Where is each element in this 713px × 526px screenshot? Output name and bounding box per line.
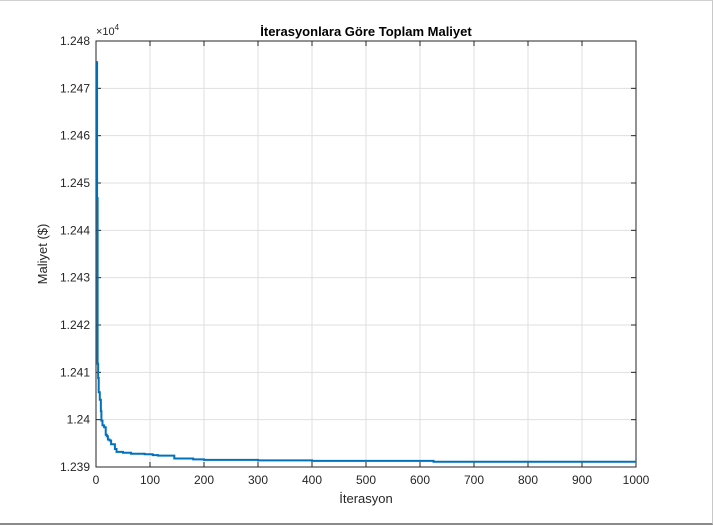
x-tick-label: 1000 [623,473,650,487]
y-tick-label: 1.244 [60,223,90,237]
x-tick-label: 100 [140,473,160,487]
x-tick-label: 900 [572,473,592,487]
y-tick-label: 1.241 [60,365,90,379]
y-tick-label: 1.248 [60,34,90,48]
y-tick-label: 1.239 [60,460,90,474]
y-tick-label: 1.243 [60,271,90,285]
x-tick-label: 800 [518,473,538,487]
x-tick-label: 200 [194,473,214,487]
y-tick-label: 1.24 [67,413,91,427]
y-tick-label: 1.246 [60,129,90,143]
x-tick-label: 300 [248,473,268,487]
series-layer [96,61,636,463]
tick-labels: 0 100 200 300 400 500 600 700 800 900 1000 1.239 1.2… [60,34,650,487]
chart-title: İterasyonlara Göre Toplam Maliyet [260,24,472,39]
y-axis-multiplier-base: ×10 [96,26,115,38]
series-line [96,61,636,463]
x-tick-label: 700 [464,473,484,487]
x-tick-label: 400 [302,473,322,487]
y-tick-label: 1.247 [60,81,90,95]
y-axis-multiplier-exponent: 4 [115,23,120,32]
x-axis-label: İterasyon [339,491,392,506]
x-tick-label: 0 [93,473,100,487]
y-axis-multiplier: ×104 [96,23,120,38]
y-tick-label: 1.245 [60,176,90,190]
grid-lines [96,41,636,467]
x-tick-label: 500 [356,473,376,487]
x-tick-label: 600 [410,473,430,487]
y-axis-label: Maliyet ($) [35,224,50,285]
y-tick-label: 1.242 [60,318,90,332]
